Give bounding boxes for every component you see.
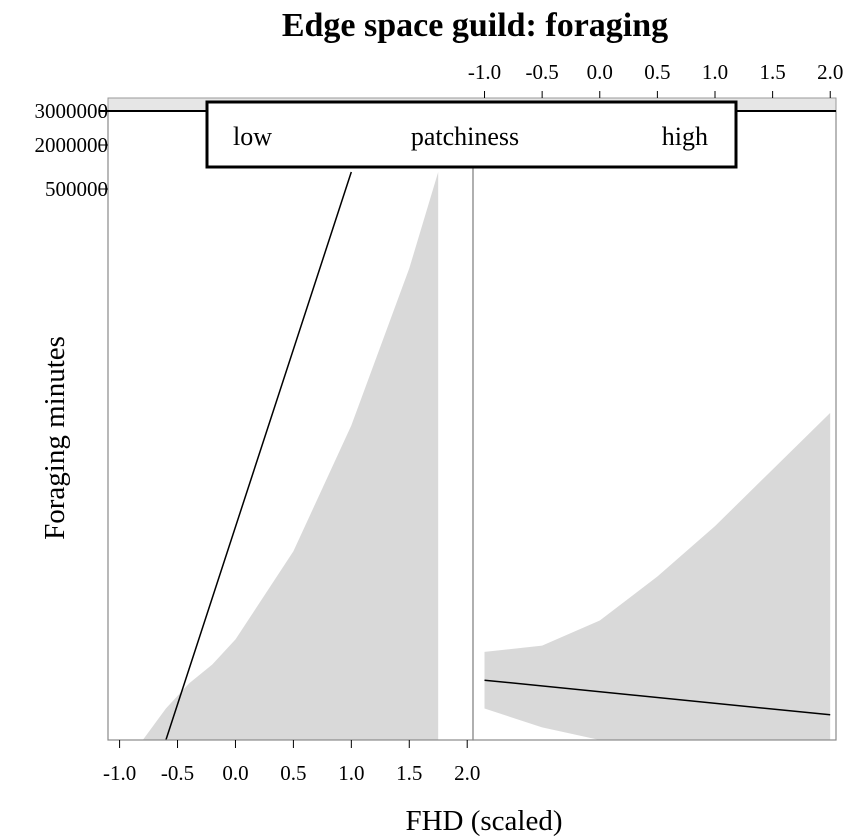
y-tick-label-2000000: 2000000 <box>35 133 109 157</box>
x-tick-label-high: 1.0 <box>702 60 728 84</box>
strip-label-box <box>205 100 738 169</box>
confidence-band-high <box>484 412 831 740</box>
x-tick-label-low: -1.0 <box>103 761 136 785</box>
x-tick-label-low: 0.5 <box>280 761 306 785</box>
x-tick-label-low: 1.0 <box>338 761 364 785</box>
x-tick-label-low: -0.5 <box>161 761 194 785</box>
fitted-line-low <box>165 171 353 740</box>
strip-label-patchiness: patchiness <box>411 122 519 151</box>
x-tick-label-high: 1.5 <box>759 60 785 84</box>
fitted-line-high <box>484 679 831 716</box>
x-tick-label-high: 0.5 <box>644 60 670 84</box>
x-tick-label-low: 1.5 <box>396 761 422 785</box>
x-axis-title: FHD (scaled) <box>405 805 562 837</box>
x-tick-label-high: -1.0 <box>468 60 501 84</box>
chart-title: Edge space guild: foraging <box>282 7 668 44</box>
x-tick-label-high: -0.5 <box>526 60 559 84</box>
x-tick-label-high: 0.0 <box>587 60 613 84</box>
confidence-band-low <box>142 172 439 740</box>
strip-label-low: low <box>233 122 272 151</box>
x-tick-label-low: 2.0 <box>454 761 480 785</box>
x-tick-label-high: 2.0 <box>817 60 843 84</box>
x-tick-label-low: 0.0 <box>222 761 248 785</box>
y-axis-title: Foraging minutes <box>39 336 71 540</box>
y-tick-label-500000: 500000 <box>45 177 108 201</box>
strip-label-high: high <box>662 122 708 151</box>
y-tick-label-3000000: 3000000 <box>35 99 109 123</box>
